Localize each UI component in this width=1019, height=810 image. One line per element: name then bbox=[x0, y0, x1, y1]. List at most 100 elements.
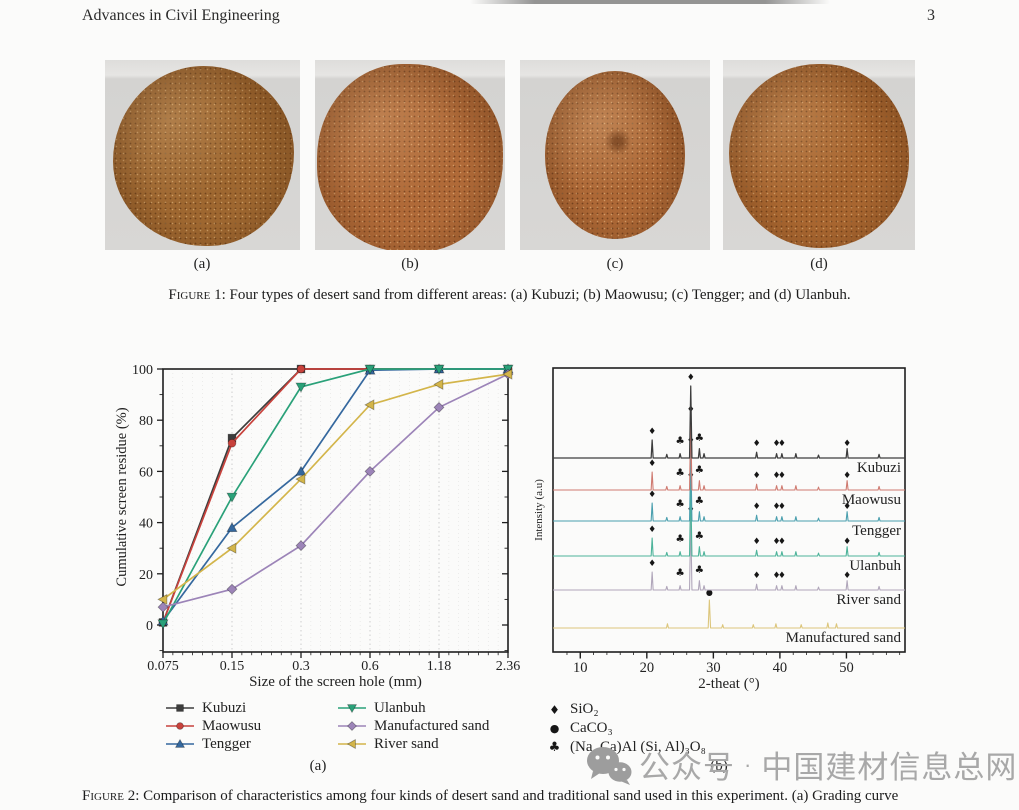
svg-text:Maowusu: Maowusu bbox=[842, 492, 902, 508]
diamond-marker-icon: ♦ bbox=[549, 702, 560, 717]
xrd-legend-label: SiO₂ bbox=[570, 701, 599, 717]
svg-text:♦: ♦ bbox=[773, 537, 781, 547]
svg-text:♦: ♦ bbox=[843, 537, 851, 547]
svg-text:♣: ♣ bbox=[695, 495, 704, 507]
svg-text:♦: ♦ bbox=[753, 439, 761, 449]
svg-text:Size of the screen hole (mm): Size of the screen hole (mm) bbox=[249, 674, 422, 690]
legend-swatch bbox=[338, 721, 366, 731]
svg-text:Intensity (a.u): Intensity (a.u) bbox=[533, 479, 545, 541]
xrd-legend-label: CaCO₃ bbox=[570, 720, 613, 736]
svg-text:40: 40 bbox=[139, 517, 153, 532]
xrd-chart: 10 20 30 40 50 2-theat (°) Intensity (a.u) ● Man… bbox=[533, 367, 906, 692]
xrd-plot: 10 20 30 40 50 2-theat (°) Intensity (a.u) ● Man… bbox=[533, 367, 906, 692]
sand-pile-maowusu bbox=[316, 63, 504, 250]
svg-text:♦: ♦ bbox=[687, 373, 695, 383]
legend-item-maowusu: Maowusu bbox=[165, 717, 337, 735]
photo-maowusu bbox=[315, 60, 505, 250]
svg-text:♦: ♦ bbox=[843, 502, 851, 512]
svg-text:20: 20 bbox=[139, 568, 153, 583]
watermark-text-right: 中国建材信息总网 bbox=[761, 750, 1018, 785]
sand-pile-kubuzi bbox=[112, 65, 295, 247]
svg-text:♦: ♦ bbox=[843, 471, 851, 481]
svg-text:♦: ♦ bbox=[773, 571, 781, 581]
legend-item-ulanbuh: Ulanbuh bbox=[337, 699, 515, 717]
svg-text:♦: ♦ bbox=[648, 525, 656, 535]
svg-text:♦: ♦ bbox=[753, 502, 761, 512]
figure1-caption-label: Figure 1: bbox=[168, 287, 226, 303]
legend-swatch bbox=[166, 738, 194, 748]
svg-text:♦: ♦ bbox=[778, 537, 786, 547]
svg-text:♦: ♦ bbox=[843, 571, 851, 581]
svg-text:♣: ♣ bbox=[695, 464, 704, 476]
svg-text:2.36: 2.36 bbox=[496, 659, 521, 674]
svg-text:30: 30 bbox=[706, 660, 721, 676]
svg-text:♦: ♦ bbox=[753, 471, 761, 481]
svg-text:80: 80 bbox=[139, 414, 153, 429]
legend-item-tengger: Tengger bbox=[165, 735, 337, 753]
svg-text:♦: ♦ bbox=[778, 439, 786, 449]
svg-text:♦: ♦ bbox=[843, 439, 851, 449]
grading-plot: 0 20 40 60 80 100 0.075 0.15 0.3 0.6 1.18 2.36 Size … bbox=[114, 363, 520, 690]
sand-pile-ulanbuh bbox=[728, 63, 910, 249]
sand-pile-tengger bbox=[544, 71, 686, 239]
watermark: 公众号 · 中国建材信息总网 bbox=[585, 742, 1017, 787]
legend-label: River sand bbox=[374, 735, 439, 752]
svg-text:●: ● bbox=[706, 588, 713, 597]
club-marker-icon: ♣ bbox=[548, 740, 561, 755]
legend-item-kubuzi: Kubuzi bbox=[165, 699, 337, 717]
svg-text:♦: ♦ bbox=[648, 490, 656, 500]
photo-ulanbuh bbox=[723, 60, 915, 250]
legend-label: Maowusu bbox=[202, 717, 262, 734]
legend-label: Tengger bbox=[202, 735, 251, 752]
figure2-caption: Figure 2: Comparison of characteristics … bbox=[82, 788, 964, 805]
legend-swatch bbox=[338, 738, 366, 750]
legend-label: Kubuzi bbox=[202, 699, 247, 716]
svg-text:0.6: 0.6 bbox=[361, 659, 379, 674]
svg-text:♦: ♦ bbox=[648, 459, 656, 469]
legend-swatch bbox=[166, 722, 194, 730]
legend-label: Manufactured sand bbox=[374, 717, 490, 734]
photo-label-d: (d) bbox=[810, 256, 828, 272]
svg-text:0.3: 0.3 bbox=[292, 659, 310, 674]
grading-chart: 0 20 40 60 80 100 0.075 0.15 0.3 0.6 1.18 2.36 Size … bbox=[114, 363, 520, 690]
photo-kubuzi bbox=[105, 60, 300, 250]
svg-text:♣: ♣ bbox=[695, 530, 704, 542]
svg-text:♦: ♦ bbox=[648, 427, 656, 437]
svg-text:♣: ♣ bbox=[675, 567, 684, 579]
svg-text:20: 20 bbox=[640, 660, 655, 676]
svg-text:Tengger: Tengger bbox=[852, 523, 901, 539]
svg-text:Manufactured sand: Manufactured sand bbox=[786, 630, 902, 646]
figure2-caption-text: Comparison of characteristics among four… bbox=[143, 788, 899, 804]
scan-artifact bbox=[470, 0, 830, 4]
figure1-caption: Figure 1: Four types of desert sand from… bbox=[0, 287, 1019, 304]
legend-swatch bbox=[166, 704, 194, 712]
svg-text:60: 60 bbox=[139, 465, 153, 480]
page-header: Advances in Civil Engineering 3 bbox=[0, 7, 1019, 25]
svg-text:♦: ♦ bbox=[778, 502, 786, 512]
svg-text:1.18: 1.18 bbox=[427, 659, 452, 674]
photo-label-b: (b) bbox=[401, 256, 419, 272]
svg-text:Kubuzi: Kubuzi bbox=[857, 460, 901, 476]
svg-text:Cumulative screen residue (%): Cumulative screen residue (%) bbox=[114, 407, 130, 586]
svg-text:♦: ♦ bbox=[773, 439, 781, 449]
svg-text:♣: ♣ bbox=[675, 435, 684, 447]
photo-tengger bbox=[520, 60, 710, 250]
svg-text:0.075: 0.075 bbox=[147, 659, 179, 674]
wechat-icon bbox=[587, 746, 632, 785]
svg-text:River sand: River sand bbox=[836, 592, 901, 608]
xrd-chart-legend: ♦ SiO₂ ● CaCO₃ ♣ (Na, Ca)Al (Si, Al)₃O₈ bbox=[548, 700, 706, 757]
svg-text:♣: ♣ bbox=[675, 533, 684, 545]
legend-item-river-sand: River sand bbox=[337, 735, 515, 753]
xrd-legend-item: ● CaCO₃ bbox=[548, 719, 706, 738]
svg-text:♦: ♦ bbox=[773, 471, 781, 481]
figure2-caption-label: Figure 2: bbox=[82, 788, 140, 804]
svg-text:Ulanbuh: Ulanbuh bbox=[849, 558, 901, 574]
svg-text:♣: ♣ bbox=[695, 564, 704, 576]
figure2-sublabel-a: (a) bbox=[309, 758, 327, 774]
grading-chart-legend: Kubuzi Maowusu Tengger Ulanbuh Manufactured … bbox=[165, 699, 515, 753]
svg-text:0.15: 0.15 bbox=[220, 659, 245, 674]
svg-text:♣: ♣ bbox=[675, 467, 684, 479]
page-number: 3 bbox=[927, 7, 935, 24]
xrd-legend-item: ♦ SiO₂ bbox=[548, 700, 706, 719]
